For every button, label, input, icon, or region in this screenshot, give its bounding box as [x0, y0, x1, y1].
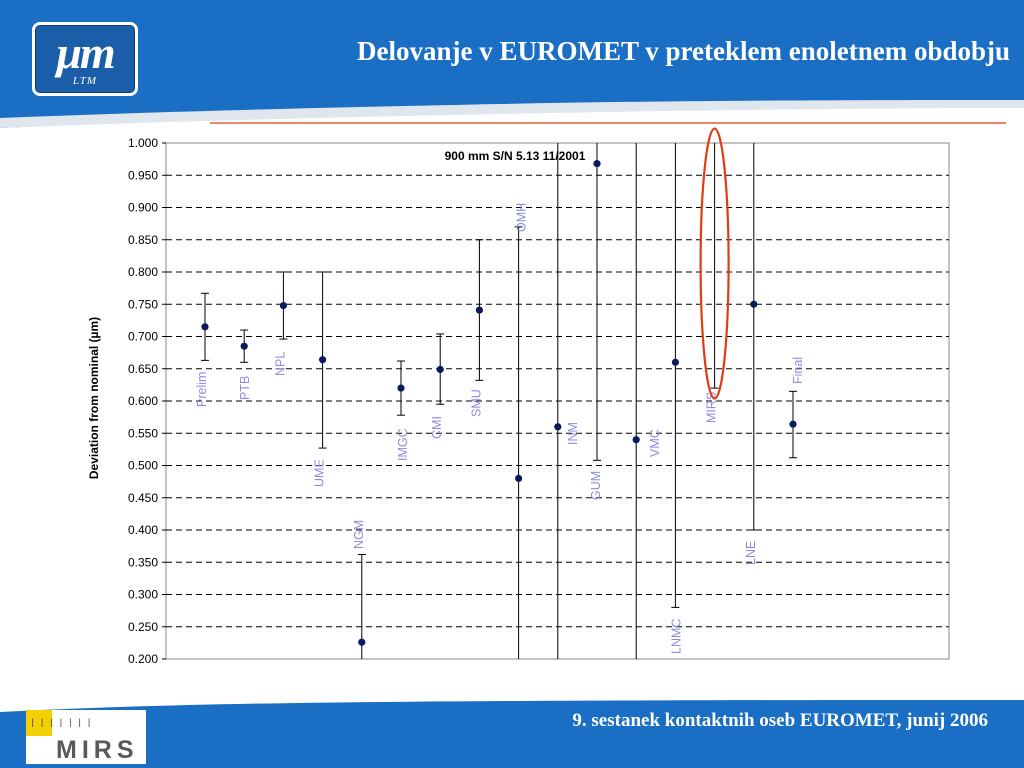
header-banner [0, 0, 1024, 100]
data-label: UME [313, 459, 327, 487]
y-tick-label: 0.900 [128, 201, 158, 215]
mirs-logo-square [26, 710, 52, 736]
data-label: INM [566, 422, 580, 445]
data-label: PTB [238, 376, 252, 400]
y-tick-label: 0.750 [128, 297, 158, 311]
data-point-npl: NPL [273, 271, 288, 376]
data-marker [319, 356, 327, 364]
data-marker [554, 423, 562, 431]
data-marker [436, 365, 444, 373]
data-marker [515, 474, 523, 482]
data-point-inm: INM [554, 143, 580, 659]
y-tick-label: 0.950 [128, 168, 158, 182]
data-label: SMU [469, 389, 483, 417]
y-tick-label: 0.800 [128, 265, 158, 279]
data-label: GUM [589, 471, 603, 500]
y-tick-label: 0.650 [128, 362, 158, 376]
data-point-cmi: CMI [430, 333, 445, 439]
logo-sub-text: LTM [72, 75, 98, 87]
y-tick-label: 0.550 [128, 426, 158, 440]
highlight-ellipse [699, 127, 730, 400]
y-axis-ticks: 1.000 0.950 0.900 0.850 0.800 0.750 0.700 0.650… [128, 136, 166, 666]
footer-text: 9. sestanek kontaktnih oseb EUROMET, jun… [572, 710, 988, 731]
data-marker [632, 436, 640, 444]
data-label: IMGC [396, 428, 410, 461]
data-marker [671, 358, 680, 366]
data-point-lnmc: LNMC [669, 143, 683, 654]
data-point-vmc: VMC [632, 143, 662, 659]
data-point-ngm: NGM [352, 520, 366, 659]
data-point-lne: LNE [744, 143, 758, 565]
data-marker [789, 420, 797, 428]
mirs-logo-ticks: ||||||| [30, 718, 96, 728]
footer-band [0, 700, 1024, 768]
data-point-imgc: IMGC [396, 360, 410, 461]
data-point-prelim: Prelim [195, 292, 209, 407]
series: Prelim PTB NPL UME NGM IMGC CMI SMU OMH INM GUM VMC… [195, 143, 805, 659]
data-label: LNMC [669, 619, 683, 654]
header-wave [0, 100, 1024, 128]
data-label: CMI [430, 416, 444, 439]
y-tick-label: 0.300 [128, 588, 158, 602]
data-label: VMC [648, 429, 662, 457]
data-marker [475, 306, 483, 314]
data-label: Final [791, 357, 805, 384]
data-marker [240, 342, 248, 350]
data-marker [750, 300, 758, 308]
data-marker [397, 384, 405, 392]
y-tick-label: 0.700 [128, 330, 158, 344]
y-tick-label: 0.250 [128, 620, 158, 634]
y-axis-label: Deviation from nominal (µm) [87, 317, 101, 479]
ltm-logo: μm LTM [32, 22, 138, 96]
data-label: Prelim [195, 372, 209, 407]
y-tick-label: 0.600 [128, 394, 158, 408]
data-point-smu: SMU [469, 239, 484, 417]
y-tick-label: 0.350 [128, 555, 158, 569]
data-label: OMH [515, 203, 529, 232]
data-point-ume: UME [313, 271, 327, 487]
data-marker [201, 323, 209, 331]
y-tick-label: 1.000 [128, 136, 158, 150]
y-tick-label: 0.850 [128, 233, 158, 247]
data-point-omh: OMH [514, 203, 529, 659]
y-tick-label: 0.450 [128, 491, 158, 505]
data-point-ptb: PTB [238, 329, 252, 400]
data-marker [358, 638, 366, 646]
mirs-logo-text: MIRS [56, 736, 139, 764]
chart-title: 900 mm S/N 5.13 11/2001 [445, 149, 586, 163]
slide-title: Delovanje v EUROMET v preteklem enoletne… [357, 36, 1010, 66]
data-label: NPL [273, 352, 287, 376]
data-label: NGM [352, 520, 366, 549]
data-marker [279, 301, 287, 310]
data-marker [593, 160, 601, 168]
data-point-final: Final [789, 357, 805, 459]
mirs-logo: ||||||| MIRS [26, 710, 146, 764]
y-tick-label: 0.500 [128, 459, 158, 473]
data-label: LNE [744, 541, 758, 565]
data-point-gum: GUM [589, 143, 603, 500]
y-tick-label: 0.400 [128, 523, 158, 537]
y-tick-label: 0.200 [128, 652, 158, 666]
logo-main-text: μm [56, 27, 115, 78]
